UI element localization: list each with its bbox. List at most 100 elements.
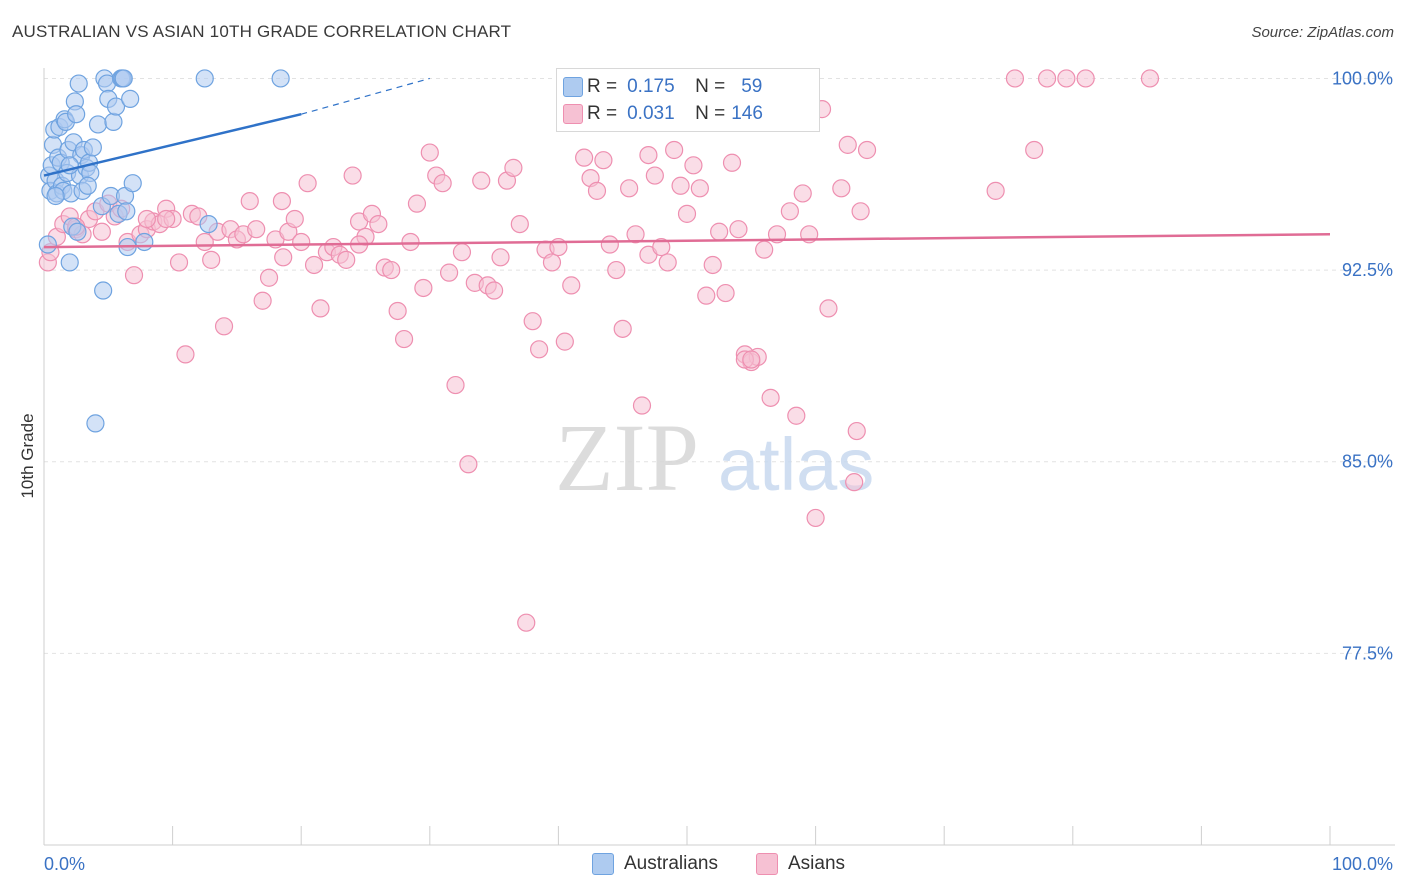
- asian-point: [401, 232, 420, 252]
- asian-point: [510, 214, 529, 234]
- asian-point: [517, 613, 536, 632]
- asian-point: [214, 317, 234, 336]
- x-tick-labels: 0.0% 100.0%: [44, 854, 1393, 874]
- asian-point: [337, 250, 356, 269]
- australian-point: [67, 105, 86, 124]
- asian-point: [613, 319, 632, 338]
- y-tick-label: 100.0%: [1332, 68, 1393, 88]
- asian-point: [137, 209, 156, 229]
- asian-point: [407, 194, 427, 213]
- n-value: 146: [731, 103, 763, 124]
- y-tick-label: 92.5%: [1342, 260, 1393, 280]
- chart-title: AUSTRALIAN VS ASIAN 10TH GRADE CORRELATI…: [12, 22, 512, 41]
- australian-point: [68, 222, 87, 241]
- series-name: Australians: [624, 853, 718, 874]
- australian-point: [46, 186, 65, 206]
- asian-point: [697, 286, 716, 305]
- asian-point: [761, 388, 780, 407]
- australian-point: [271, 69, 290, 88]
- legend-swatch-australians: [563, 77, 583, 97]
- asian-point: [587, 181, 607, 200]
- asian-point: [542, 253, 562, 272]
- australian-point: [78, 176, 97, 195]
- asian-point: [504, 158, 523, 177]
- asian-point: [253, 291, 272, 310]
- asian-point: [832, 179, 851, 198]
- australian-point: [69, 74, 88, 93]
- asian-point: [157, 209, 176, 229]
- n-value: 59: [741, 76, 763, 97]
- asian-point: [485, 281, 504, 300]
- series-legend-asians[interactable]: Asians: [756, 852, 845, 876]
- asian-point: [851, 202, 870, 221]
- series-australians-points: [38, 69, 290, 433]
- australian-point: [38, 235, 57, 254]
- y-axis-label: 10th Grade: [18, 413, 37, 498]
- trend-line-asians: [43, 233, 1331, 249]
- asian-point: [388, 301, 407, 321]
- asian-point: [677, 204, 697, 223]
- asian-point: [857, 140, 877, 160]
- asian-point: [446, 375, 465, 395]
- asian-point: [92, 222, 111, 241]
- australian-point: [88, 115, 108, 134]
- asian-point: [1025, 140, 1044, 160]
- asian-point: [240, 191, 259, 211]
- series-legend-australians[interactable]: Australians: [592, 852, 718, 876]
- asian-point: [626, 225, 645, 244]
- asian-point: [1076, 69, 1095, 88]
- asian-point: [304, 255, 324, 275]
- trend-line-australians: [43, 112, 302, 177]
- series-asians-points: [38, 69, 1160, 632]
- asian-point: [690, 179, 709, 198]
- asian-point: [1140, 69, 1160, 88]
- asian-point: [722, 153, 742, 172]
- australian-point: [121, 89, 140, 108]
- asian-point: [439, 263, 459, 282]
- asian-point: [311, 299, 330, 318]
- asian-point: [780, 202, 799, 221]
- asian-point: [414, 278, 433, 298]
- legend-swatch-australians: [592, 853, 614, 875]
- asian-point: [433, 174, 452, 193]
- asian-point: [632, 396, 652, 415]
- asian-point: [755, 240, 774, 259]
- asian-point: [259, 268, 279, 287]
- asian-point: [292, 232, 311, 252]
- asian-point: [285, 209, 304, 229]
- australian-point: [106, 97, 126, 116]
- asian-point: [298, 174, 317, 193]
- r-value: 0.175: [627, 76, 675, 97]
- asian-point: [562, 276, 581, 295]
- asian-point: [819, 299, 838, 318]
- asian-point: [665, 140, 684, 160]
- asian-point: [847, 421, 866, 441]
- asian-point: [658, 253, 677, 272]
- n-label: N =: [695, 76, 726, 97]
- asian-point: [1037, 69, 1057, 88]
- watermark-zip: ZIP: [555, 404, 699, 511]
- asian-point: [555, 332, 574, 351]
- asian-point: [491, 248, 510, 267]
- r-label: R =: [587, 76, 618, 97]
- australian-point: [123, 174, 142, 193]
- asian-point: [594, 151, 613, 170]
- australian-point: [60, 253, 79, 272]
- australian-point: [94, 281, 113, 300]
- legend-swatch-asians: [756, 853, 778, 875]
- y-tick-label: 77.5%: [1342, 643, 1393, 663]
- grid-lines: [44, 77, 1395, 654]
- asian-point: [787, 406, 806, 425]
- asian-point: [986, 181, 1005, 200]
- asian-point: [1057, 69, 1076, 88]
- asian-point: [703, 255, 722, 275]
- asian-point: [645, 166, 664, 185]
- asian-point: [607, 260, 626, 280]
- axes: [43, 68, 1395, 846]
- asian-point: [176, 345, 195, 364]
- asian-point: [838, 135, 857, 154]
- asian-point: [202, 250, 221, 269]
- asian-point: [793, 184, 812, 203]
- australian-point: [195, 69, 214, 88]
